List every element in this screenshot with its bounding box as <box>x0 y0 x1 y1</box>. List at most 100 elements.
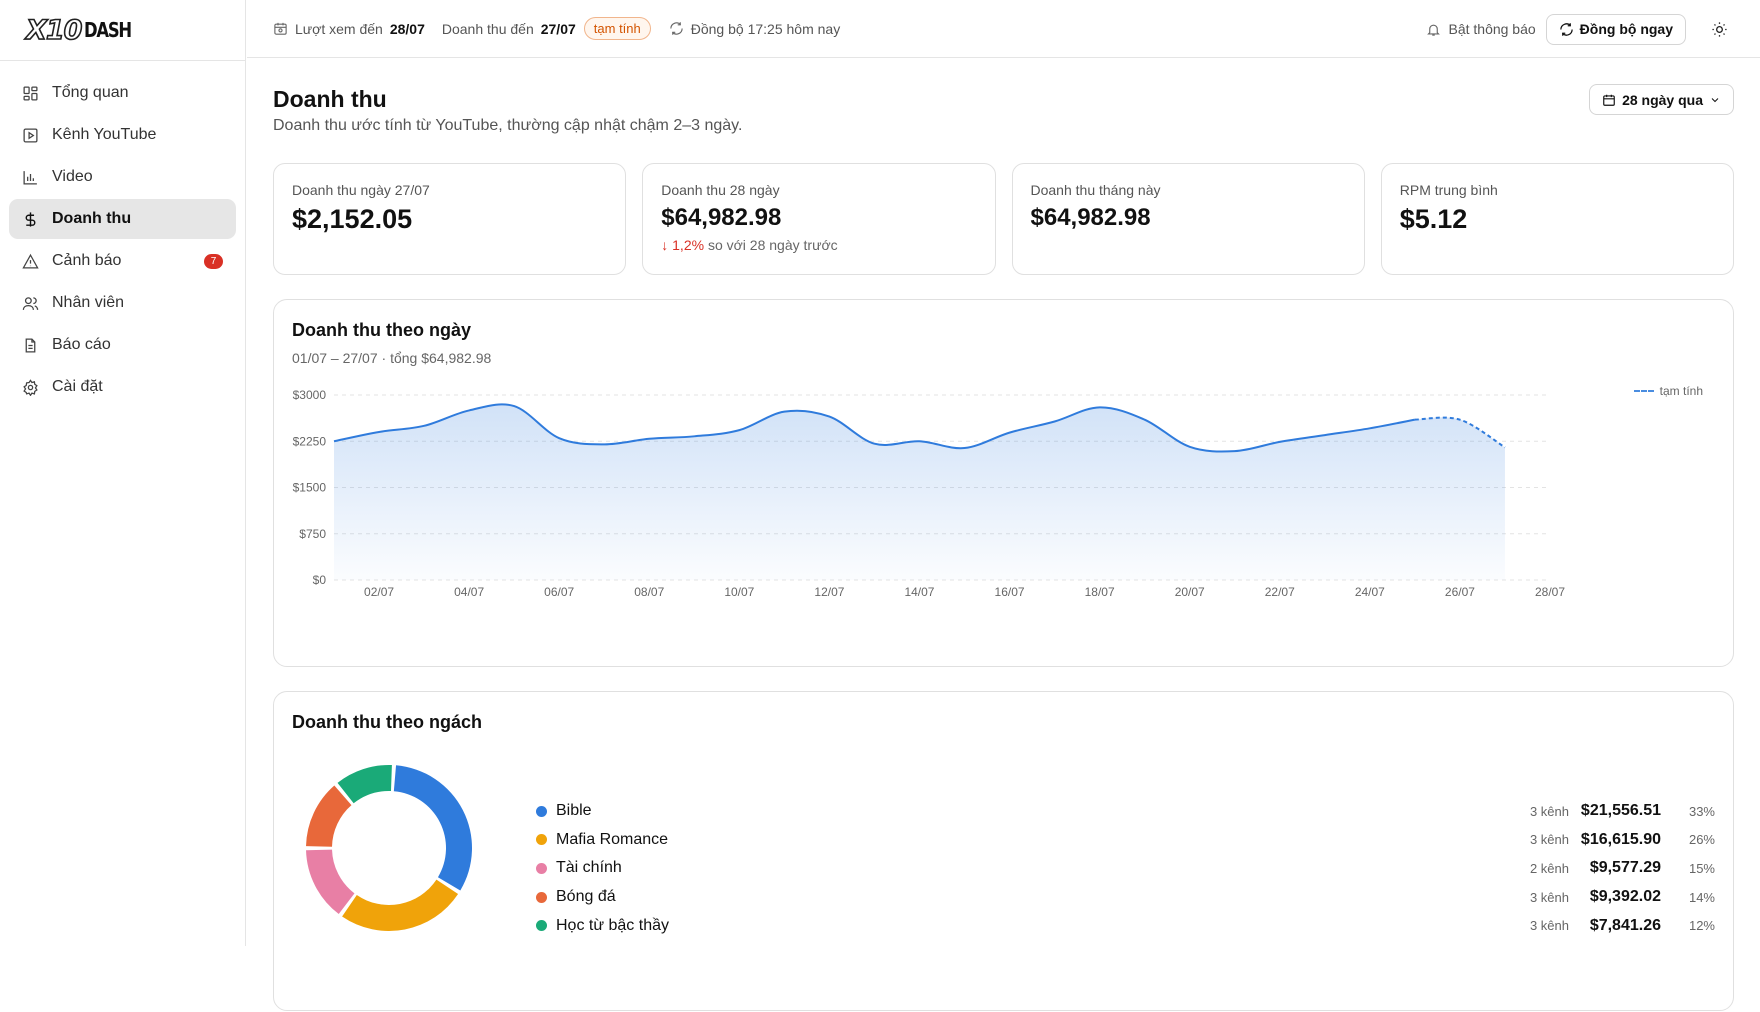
niche-percent: 15% <box>1661 861 1715 876</box>
main-content: Doanh thu Doanh thu ước tính từ YouTube,… <box>247 59 1760 946</box>
kpi-label: Doanh thu tháng này <box>1031 182 1346 198</box>
sidebar-item-label: Báo cáo <box>52 336 111 354</box>
logo[interactable]: X10 DASH <box>0 0 245 61</box>
kpi-card-daily: Doanh thu ngày 27/07 $2,152.05 <box>273 163 626 275</box>
sidebar-item-label: Video <box>52 168 93 186</box>
sidebar-item-alerts[interactable]: Cảnh báo 7 <box>9 241 236 281</box>
kpi-row: Doanh thu ngày 27/07 $2,152.05 Doanh thu… <box>273 163 1734 275</box>
logo-text: DASH <box>84 18 131 42</box>
niche-channel-count: 3 kênh <box>1489 804 1569 819</box>
sun-icon <box>1711 21 1728 38</box>
notify-toggle[interactable]: Bật thông báo <box>1426 21 1535 37</box>
sidebar-item-label: Doanh thu <box>52 210 131 228</box>
niche-name: Học từ bậc thầy <box>556 917 1489 935</box>
sidebar: X10 DASH Tổng quan Kênh YouTube Video Do… <box>0 0 246 946</box>
date-range-value: 28 ngày qua <box>1622 92 1703 108</box>
sync-now-label: Đồng bộ ngay <box>1580 21 1673 37</box>
sidebar-item-staff[interactable]: Nhân viên <box>9 283 236 323</box>
bar-chart-icon <box>22 169 39 186</box>
sidebar-item-label: Kênh YouTube <box>52 126 156 144</box>
niche-amount: $9,392.02 <box>1569 888 1661 906</box>
sync-now-button[interactable]: Đồng bộ ngay <box>1546 14 1686 45</box>
kpi-value: $64,982.98 <box>1031 204 1346 232</box>
theme-toggle[interactable] <box>1698 21 1740 38</box>
sidebar-item-reports[interactable]: Báo cáo <box>9 325 236 365</box>
sidebar-item-label: Cảnh báo <box>52 252 121 270</box>
sidebar-nav: Tổng quan Kênh YouTube Video Doanh thu C… <box>0 61 245 407</box>
color-dot <box>536 920 547 931</box>
color-dot <box>536 806 547 817</box>
estimate-pill: tạm tính <box>584 17 651 40</box>
x-tick-label: 08/07 <box>634 585 664 599</box>
kpi-value: $5.12 <box>1400 204 1715 235</box>
alerts-count-badge: 7 <box>204 254 223 269</box>
grid-icon <box>22 85 39 102</box>
donut-slice-bóng-đá[interactable] <box>306 786 351 847</box>
x-tick-label: 14/07 <box>904 585 934 599</box>
revenue-status: Doanh thu đến 27/07 tạm tính <box>442 17 651 40</box>
sidebar-item-youtube[interactable]: Kênh YouTube <box>9 115 236 155</box>
kpi-value: $2,152.05 <box>292 204 607 235</box>
page-subtitle: Doanh thu ước tính từ YouTube, thường cậ… <box>273 117 742 135</box>
kpi-delta: ↓ 1,2% so với 28 ngày trước <box>661 237 976 253</box>
x-tick-label: 24/07 <box>1355 585 1385 599</box>
niche-name: Mafia Romance <box>556 831 1489 849</box>
niche-amount: $7,841.26 <box>1569 917 1661 935</box>
donut-slice-tài-chính[interactable] <box>306 850 354 914</box>
niche-channel-count: 3 kênh <box>1489 832 1569 847</box>
niche-name: Tài chính <box>556 859 1489 877</box>
arrow-down-icon: ↓ <box>661 237 672 253</box>
y-tick-label: $2250 <box>293 434 327 448</box>
niche-channel-count: 3 kênh <box>1489 890 1569 905</box>
niche-percent: 33% <box>1661 804 1715 819</box>
niche-channel-count: 2 kênh <box>1489 861 1569 876</box>
users-icon <box>22 295 39 312</box>
document-icon <box>22 337 39 354</box>
sidebar-item-label: Tổng quan <box>52 84 129 102</box>
donut-slice-bible[interactable] <box>394 765 472 890</box>
niche-amount: $9,577.29 <box>1569 859 1661 877</box>
logo-mark: X10 <box>26 15 81 46</box>
kpi-card-28d: Doanh thu 28 ngày $64,982.98 ↓ 1,2% so v… <box>642 163 995 275</box>
x-tick-label: 18/07 <box>1085 585 1115 599</box>
gear-icon <box>22 379 39 396</box>
color-dot <box>536 834 547 845</box>
color-dot <box>536 863 547 874</box>
niche-channel-count: 3 kênh <box>1489 918 1569 933</box>
page-title: Doanh thu <box>273 86 387 113</box>
niche-percent: 12% <box>1661 918 1715 933</box>
sidebar-item-overview[interactable]: Tổng quan <box>9 73 236 113</box>
niche-name: Bible <box>556 802 1489 820</box>
donut-slice-mafia-romance[interactable] <box>342 880 458 931</box>
y-tick-label: $1500 <box>293 481 327 495</box>
y-tick-label: $3000 <box>293 388 327 402</box>
kpi-label: RPM trung bình <box>1400 182 1715 198</box>
kpi-label: Doanh thu 28 ngày <box>661 182 976 198</box>
sidebar-item-label: Nhân viên <box>52 294 124 312</box>
x-tick-label: 20/07 <box>1175 585 1205 599</box>
revenue-area <box>334 404 1505 580</box>
refresh-icon <box>1559 22 1574 37</box>
sidebar-item-label: Cài đặt <box>52 378 103 396</box>
niche-donut-chart <box>274 692 514 1012</box>
date-range-select[interactable]: 28 ngày qua <box>1589 84 1734 115</box>
sidebar-item-video[interactable]: Video <box>9 157 236 197</box>
sync-status-text: Đồng bộ 17:25 hôm nay <box>691 21 840 37</box>
calendar-clock-icon <box>273 21 288 36</box>
donut-slice-học-từ-bậc-thầy[interactable] <box>338 765 392 803</box>
views-status: Lượt xem đến 28/07 <box>273 21 425 37</box>
kpi-delta-text: so với 28 ngày trước <box>708 237 838 253</box>
play-square-icon <box>22 127 39 144</box>
sidebar-item-settings[interactable]: Cài đặt <box>9 367 236 407</box>
sidebar-item-revenue[interactable]: Doanh thu <box>9 199 236 239</box>
topbar-actions: Bật thông báo Đồng bộ ngay <box>1426 0 1760 58</box>
x-tick-label: 28/07 <box>1535 585 1565 599</box>
